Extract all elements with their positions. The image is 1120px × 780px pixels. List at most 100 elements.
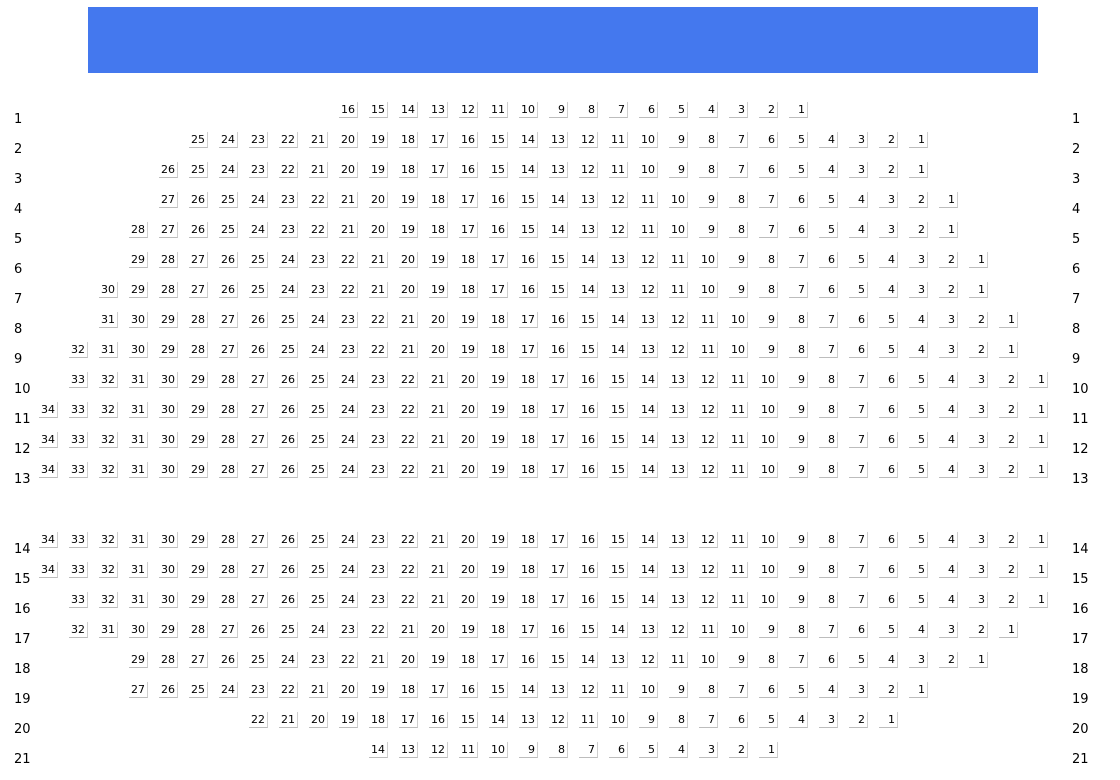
- seat-row-21-14[interactable]: 14: [369, 742, 388, 758]
- seat-row-14-14[interactable]: 14: [639, 532, 658, 548]
- seat-row-16-8[interactable]: 8: [819, 592, 838, 608]
- seat-row-18-23[interactable]: 23: [309, 652, 328, 668]
- seat-row-19-25[interactable]: 25: [189, 682, 208, 698]
- seat-row-6-18[interactable]: 18: [459, 252, 478, 268]
- seat-row-2-13[interactable]: 13: [549, 132, 568, 148]
- seat-row-3-4[interactable]: 4: [819, 162, 838, 178]
- seat-row-18-7[interactable]: 7: [789, 652, 808, 668]
- seat-row-11-21[interactable]: 21: [429, 402, 448, 418]
- seat-row-4-23[interactable]: 23: [279, 192, 298, 208]
- seat-row-10-13[interactable]: 13: [669, 372, 688, 388]
- seat-row-21-13[interactable]: 13: [399, 742, 418, 758]
- seat-row-13-13[interactable]: 13: [669, 462, 688, 478]
- seat-row-3-13[interactable]: 13: [549, 162, 568, 178]
- seat-row-14-31[interactable]: 31: [129, 532, 148, 548]
- seat-row-15-18[interactable]: 18: [519, 562, 538, 578]
- seat-row-3-23[interactable]: 23: [249, 162, 268, 178]
- seat-row-6-29[interactable]: 29: [129, 252, 148, 268]
- seat-row-18-25[interactable]: 25: [249, 652, 268, 668]
- seat-row-17-19[interactable]: 19: [459, 622, 478, 638]
- seat-row-16-14[interactable]: 14: [639, 592, 658, 608]
- seat-row-12-1[interactable]: 1: [1029, 432, 1048, 448]
- seat-row-20-20[interactable]: 20: [309, 712, 328, 728]
- seat-row-11-9[interactable]: 9: [789, 402, 808, 418]
- seat-row-17-5[interactable]: 5: [879, 622, 898, 638]
- seat-row-17-21[interactable]: 21: [399, 622, 418, 638]
- seat-row-12-21[interactable]: 21: [429, 432, 448, 448]
- seat-row-7-20[interactable]: 20: [399, 282, 418, 298]
- seat-row-9-20[interactable]: 20: [429, 342, 448, 358]
- seat-row-14-10[interactable]: 10: [759, 532, 778, 548]
- seat-row-20-5[interactable]: 5: [759, 712, 778, 728]
- seat-row-4-10[interactable]: 10: [669, 192, 688, 208]
- seat-row-12-18[interactable]: 18: [519, 432, 538, 448]
- seat-row-7-15[interactable]: 15: [549, 282, 568, 298]
- seat-row-18-28[interactable]: 28: [159, 652, 178, 668]
- seat-row-1-15[interactable]: 15: [369, 102, 388, 118]
- seat-row-12-25[interactable]: 25: [309, 432, 328, 448]
- seat-row-12-33[interactable]: 33: [69, 432, 88, 448]
- seat-row-13-18[interactable]: 18: [519, 462, 538, 478]
- seat-row-15-8[interactable]: 8: [819, 562, 838, 578]
- seat-row-9-8[interactable]: 8: [789, 342, 808, 358]
- seat-row-11-8[interactable]: 8: [819, 402, 838, 418]
- seat-row-8-3[interactable]: 3: [939, 312, 958, 328]
- seat-row-17-29[interactable]: 29: [159, 622, 178, 638]
- seat-row-8-10[interactable]: 10: [729, 312, 748, 328]
- seat-row-15-27[interactable]: 27: [249, 562, 268, 578]
- seat-row-13-22[interactable]: 22: [399, 462, 418, 478]
- seat-row-3-14[interactable]: 14: [519, 162, 538, 178]
- seat-row-15-29[interactable]: 29: [189, 562, 208, 578]
- seat-row-14-17[interactable]: 17: [549, 532, 568, 548]
- seat-row-3-26[interactable]: 26: [159, 162, 178, 178]
- seat-row-7-12[interactable]: 12: [639, 282, 658, 298]
- seat-row-11-13[interactable]: 13: [669, 402, 688, 418]
- seat-row-7-14[interactable]: 14: [579, 282, 598, 298]
- seat-row-17-22[interactable]: 22: [369, 622, 388, 638]
- seat-row-18-16[interactable]: 16: [519, 652, 538, 668]
- seat-row-9-13[interactable]: 13: [639, 342, 658, 358]
- seat-row-13-27[interactable]: 27: [249, 462, 268, 478]
- seat-row-3-2[interactable]: 2: [879, 162, 898, 178]
- seat-row-13-8[interactable]: 8: [819, 462, 838, 478]
- seat-row-15-2[interactable]: 2: [999, 562, 1018, 578]
- seat-row-20-21[interactable]: 21: [279, 712, 298, 728]
- seat-row-5-9[interactable]: 9: [699, 222, 718, 238]
- seat-row-12-3[interactable]: 3: [969, 432, 988, 448]
- seat-row-17-32[interactable]: 32: [69, 622, 88, 638]
- seat-row-16-28[interactable]: 28: [219, 592, 238, 608]
- seat-row-10-11[interactable]: 11: [729, 372, 748, 388]
- seat-row-10-16[interactable]: 16: [579, 372, 598, 388]
- seat-row-19-11[interactable]: 11: [609, 682, 628, 698]
- seat-row-17-15[interactable]: 15: [579, 622, 598, 638]
- seat-row-14-33[interactable]: 33: [69, 532, 88, 548]
- seat-row-5-21[interactable]: 21: [339, 222, 358, 238]
- seat-row-13-33[interactable]: 33: [69, 462, 88, 478]
- seat-row-20-8[interactable]: 8: [669, 712, 688, 728]
- seat-row-14-15[interactable]: 15: [609, 532, 628, 548]
- seat-row-17-7[interactable]: 7: [819, 622, 838, 638]
- seat-row-4-21[interactable]: 21: [339, 192, 358, 208]
- seat-row-10-17[interactable]: 17: [549, 372, 568, 388]
- seat-row-13-28[interactable]: 28: [219, 462, 238, 478]
- seat-row-16-17[interactable]: 17: [549, 592, 568, 608]
- seat-row-11-29[interactable]: 29: [189, 402, 208, 418]
- seat-row-19-5[interactable]: 5: [789, 682, 808, 698]
- seat-row-17-11[interactable]: 11: [699, 622, 718, 638]
- seat-row-6-26[interactable]: 26: [219, 252, 238, 268]
- seat-row-10-31[interactable]: 31: [129, 372, 148, 388]
- seat-row-8-18[interactable]: 18: [489, 312, 508, 328]
- seat-row-15-31[interactable]: 31: [129, 562, 148, 578]
- seat-row-21-3[interactable]: 3: [699, 742, 718, 758]
- seat-row-17-9[interactable]: 9: [759, 622, 778, 638]
- seat-row-10-26[interactable]: 26: [279, 372, 298, 388]
- seat-row-4-18[interactable]: 18: [429, 192, 448, 208]
- seat-row-15-13[interactable]: 13: [669, 562, 688, 578]
- seat-row-2-4[interactable]: 4: [819, 132, 838, 148]
- seat-row-8-19[interactable]: 19: [459, 312, 478, 328]
- seat-row-10-14[interactable]: 14: [639, 372, 658, 388]
- seat-row-13-16[interactable]: 16: [579, 462, 598, 478]
- seat-row-7-23[interactable]: 23: [309, 282, 328, 298]
- seat-row-10-12[interactable]: 12: [699, 372, 718, 388]
- seat-row-1-3[interactable]: 3: [729, 102, 748, 118]
